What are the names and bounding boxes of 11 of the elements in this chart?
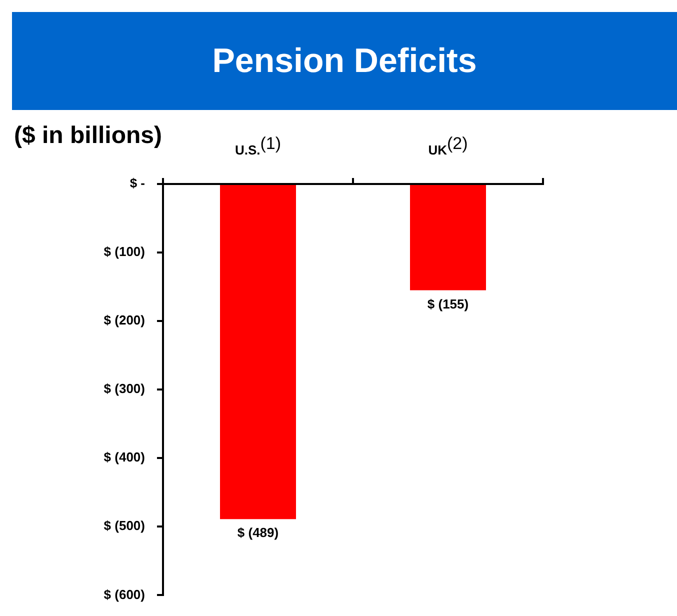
y-tick-label: $ - bbox=[130, 176, 145, 191]
chart-title: Pension Deficits bbox=[12, 12, 677, 110]
y-tick-label: $ (300) bbox=[104, 381, 145, 396]
data-label: $ (489) bbox=[237, 525, 279, 540]
y-axis-title: ($ in billions) bbox=[14, 122, 162, 150]
y-tick-label: $ (200) bbox=[104, 312, 145, 328]
y-tick-label: $ (500) bbox=[104, 518, 145, 534]
data-label: $ (155) bbox=[427, 296, 469, 312]
y-tick-label: $ (600) bbox=[104, 586, 145, 602]
y-tick-label: $ (100) bbox=[104, 244, 145, 260]
y-tick-label: $ (400) bbox=[104, 450, 145, 465]
